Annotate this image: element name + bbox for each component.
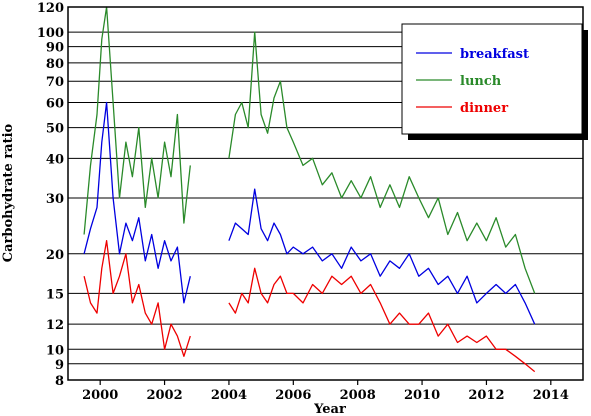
y-tick-label-40: 40 <box>46 152 64 167</box>
series-line-dinner <box>83 240 536 373</box>
y-tick-label-90: 90 <box>46 41 64 56</box>
y-tick-label-30: 30 <box>46 192 64 207</box>
x-axis-title: Year <box>313 402 346 416</box>
legend-box <box>401 23 583 135</box>
y-tick-label-100: 100 <box>37 26 64 41</box>
y-tick-label-70: 70 <box>46 75 64 90</box>
y-tick-label-80: 80 <box>46 57 64 72</box>
y-tick-label-60: 60 <box>46 96 64 111</box>
x-tick-label-2000: 2000 <box>82 388 118 403</box>
legend-label-lunch: lunch <box>460 74 502 89</box>
y-tick-label-12: 12 <box>46 318 64 333</box>
y-tick-label-120: 120 <box>37 1 64 16</box>
legend-items: breakfast lunch dinner <box>416 47 529 116</box>
y-axis-title: Carbohydrate ratio <box>1 123 16 262</box>
series-line-breakfast <box>83 101 536 325</box>
x-tick-label-2004: 2004 <box>211 388 247 403</box>
x-tick-label-2010: 2010 <box>404 388 440 403</box>
plot-frame <box>67 6 584 381</box>
x-tick-label-2002: 2002 <box>146 388 182 403</box>
x-tick-label-2012: 2012 <box>468 388 504 403</box>
y-tick-label-10: 10 <box>46 343 64 358</box>
x-tick-label-2006: 2006 <box>275 388 311 403</box>
series-lines <box>83 6 536 373</box>
x-axis-ticks: 2000 2002 2004 2006 2008 2010 2012 2014 <box>82 380 569 403</box>
y-tick-label-20: 20 <box>46 248 64 263</box>
series-line-lunch <box>83 6 536 294</box>
legend-label-dinner: dinner <box>460 101 508 116</box>
x-tick-label-2014: 2014 <box>533 388 569 403</box>
y-tick-label-8: 8 <box>55 374 64 389</box>
x-tick-label-2008: 2008 <box>340 388 376 403</box>
y-tick-label-15: 15 <box>46 287 64 302</box>
y-tick-label-50: 50 <box>46 122 64 137</box>
legend: breakfast lunch dinner <box>401 23 588 140</box>
y-tick-label-9: 9 <box>55 358 64 373</box>
legend-label-breakfast: breakfast <box>460 47 529 62</box>
